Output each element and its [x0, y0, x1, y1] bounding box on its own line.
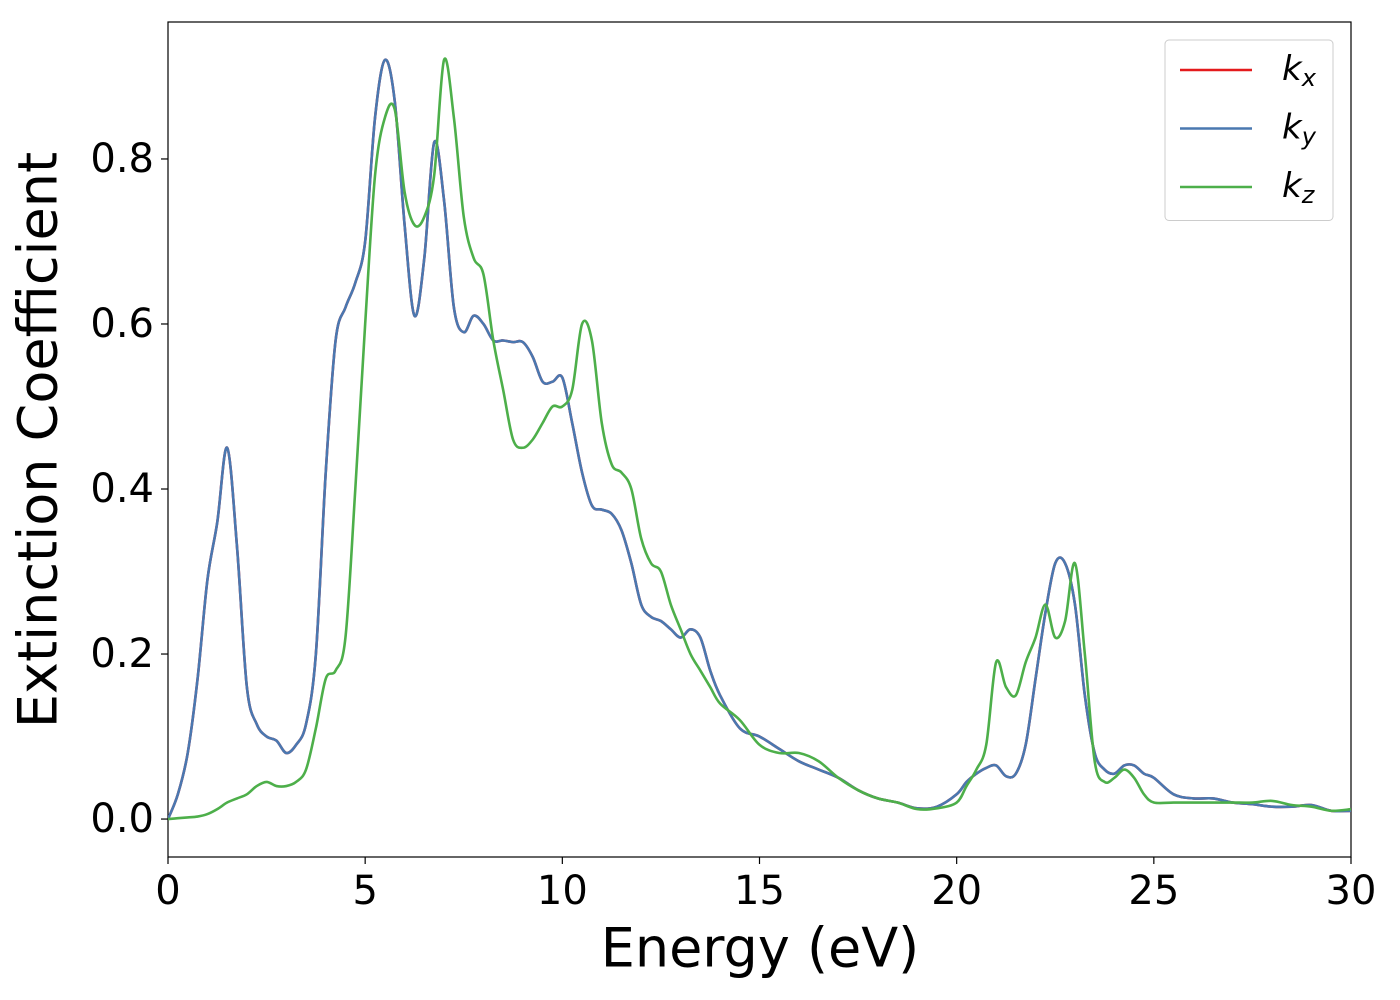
x-tick-label: 30 [1326, 868, 1377, 914]
y-tick-label: 0.6 [90, 301, 154, 347]
y-tick-label: 0.2 [90, 631, 154, 677]
line-series [168, 58, 1351, 820]
x-tick-label: 15 [734, 868, 785, 914]
x-tick-label: 25 [1128, 868, 1179, 914]
x-tick-label: 0 [155, 868, 180, 914]
legend-label: ky [1282, 107, 1317, 151]
legend-box [1164, 39, 1334, 221]
y-tick-label: 0.8 [90, 136, 154, 182]
y-tick-label: 0.4 [90, 466, 154, 512]
legend-label: kx [1282, 49, 1317, 93]
x-tick-label: 5 [352, 868, 377, 914]
y-axis-label: Extinction Coefficient [7, 152, 70, 728]
x-axis-label: Energy (eV) [601, 917, 920, 980]
y-tick-label: 0.0 [90, 796, 154, 842]
x-tick-label: 20 [931, 868, 982, 914]
line-series [168, 57, 1351, 821]
legend-label: kz [1282, 166, 1316, 210]
x-tick-label: 10 [537, 868, 588, 914]
